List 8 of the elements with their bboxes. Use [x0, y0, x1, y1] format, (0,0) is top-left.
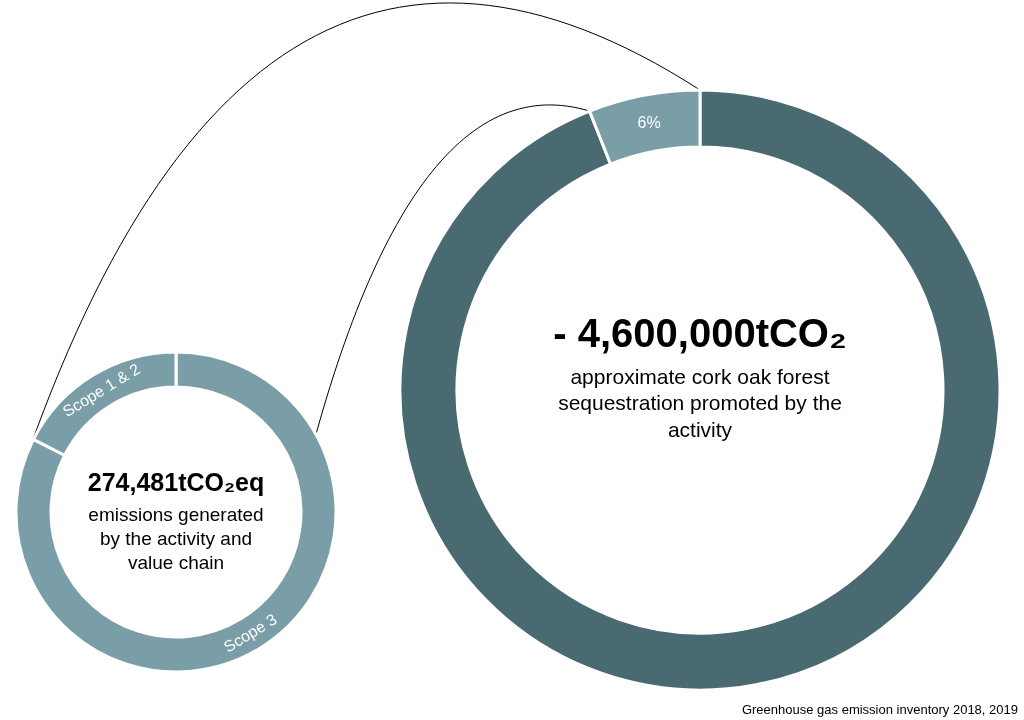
data-label: 6%	[637, 114, 661, 132]
donut-slice	[14, 350, 338, 674]
text: 274,481tCO₂eq	[87, 468, 265, 496]
donut-slice	[398, 88, 1002, 691]
text: approximate cork oak forest sequestration promoted by the activity	[558, 365, 842, 441]
text: emissions generated by the activity and value chain	[88, 504, 264, 573]
text: Greenhouse gas emission inventory 2018, 2019	[741, 702, 1018, 717]
text: - 4,600,000tCO₂	[553, 311, 847, 355]
